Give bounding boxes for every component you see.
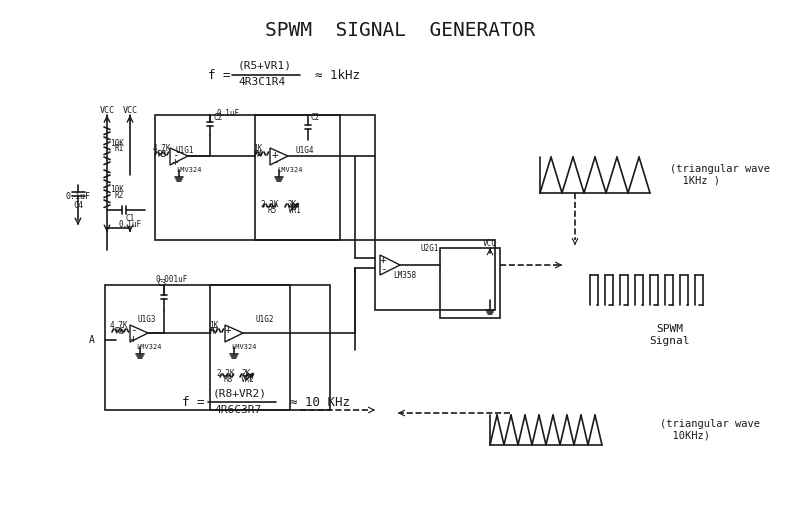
Text: 4.7K: 4.7K xyxy=(110,320,128,330)
Text: U1G3: U1G3 xyxy=(138,315,156,324)
Text: LMV324: LMV324 xyxy=(231,344,257,350)
Text: R3: R3 xyxy=(158,150,166,159)
Text: LMV324: LMV324 xyxy=(278,167,302,173)
Text: C4: C4 xyxy=(73,200,83,209)
Text: +: + xyxy=(172,157,178,167)
Text: ≈ 1kHz: ≈ 1kHz xyxy=(315,68,360,82)
Text: 10K: 10K xyxy=(110,185,124,194)
Text: LM358: LM358 xyxy=(394,271,417,279)
Text: 2K: 2K xyxy=(242,370,250,379)
Text: LMV324: LMV324 xyxy=(136,344,162,350)
Text: f =: f = xyxy=(207,68,230,82)
Text: VR1: VR1 xyxy=(288,205,302,214)
Text: C2: C2 xyxy=(310,113,320,122)
Text: R4: R4 xyxy=(254,150,262,159)
Text: R6: R6 xyxy=(115,327,125,336)
Text: U1G4: U1G4 xyxy=(296,146,314,155)
Text: (R5+VR1): (R5+VR1) xyxy=(238,60,292,70)
Text: 2K: 2K xyxy=(287,199,297,208)
Bar xyxy=(440,248,500,318)
Text: LMV324: LMV324 xyxy=(176,167,202,173)
Text: VR2: VR2 xyxy=(241,376,255,384)
Text: A: A xyxy=(89,335,95,345)
Text: R5: R5 xyxy=(267,205,277,214)
Text: +: + xyxy=(225,325,231,335)
Text: (R8+VR2): (R8+VR2) xyxy=(213,388,267,398)
Text: (triangular wave
  10KHz): (triangular wave 10KHz) xyxy=(660,419,760,441)
Text: 0.001uF: 0.001uF xyxy=(156,275,188,284)
Bar xyxy=(105,285,290,410)
Text: -: - xyxy=(172,150,178,160)
Text: +: + xyxy=(380,255,386,265)
Text: 4R3C1R4: 4R3C1R4 xyxy=(238,77,286,87)
Text: -: - xyxy=(380,264,386,274)
Bar xyxy=(155,115,340,240)
Text: VCC: VCC xyxy=(99,105,114,115)
Text: +: + xyxy=(272,150,278,160)
Text: 0.1uF: 0.1uF xyxy=(217,108,239,118)
Text: -: - xyxy=(130,325,136,335)
Text: 1K: 1K xyxy=(210,320,218,330)
Text: +: + xyxy=(130,334,136,344)
Text: 4.7K: 4.7K xyxy=(153,143,171,153)
Text: C3: C3 xyxy=(158,279,166,288)
Text: R8: R8 xyxy=(223,376,233,384)
Text: VCC: VCC xyxy=(483,238,497,247)
Text: ≈ 10 KHz: ≈ 10 KHz xyxy=(290,395,350,409)
Bar xyxy=(255,115,375,240)
Text: 0.1uF: 0.1uF xyxy=(66,192,90,200)
Text: C1: C1 xyxy=(126,213,134,223)
Text: U2G1: U2G1 xyxy=(421,243,439,252)
Text: 0.1uF: 0.1uF xyxy=(118,220,142,229)
Text: 1K: 1K xyxy=(254,143,262,153)
Text: -: - xyxy=(225,334,231,344)
Bar xyxy=(210,285,330,410)
Text: 10K: 10K xyxy=(110,138,124,148)
Text: 2.2K: 2.2K xyxy=(217,370,235,379)
Text: -: - xyxy=(272,157,278,167)
Text: R7: R7 xyxy=(210,327,218,336)
Text: R1: R1 xyxy=(114,143,123,153)
Bar xyxy=(375,240,495,310)
Text: 4R6C3R7: 4R6C3R7 xyxy=(214,405,262,415)
Text: U1G1: U1G1 xyxy=(176,146,194,155)
Text: U1G2: U1G2 xyxy=(256,315,274,324)
Text: VCC: VCC xyxy=(122,105,138,115)
Text: 2.2K: 2.2K xyxy=(261,199,279,208)
Text: C2: C2 xyxy=(214,113,222,122)
Text: R2: R2 xyxy=(114,191,123,199)
Text: SPWM  SIGNAL  GENERATOR: SPWM SIGNAL GENERATOR xyxy=(265,20,535,40)
Text: (triangular wave
  1KHz ): (triangular wave 1KHz ) xyxy=(670,164,770,186)
Text: SPWM
Signal: SPWM Signal xyxy=(650,324,690,346)
Text: f =: f = xyxy=(182,395,204,409)
